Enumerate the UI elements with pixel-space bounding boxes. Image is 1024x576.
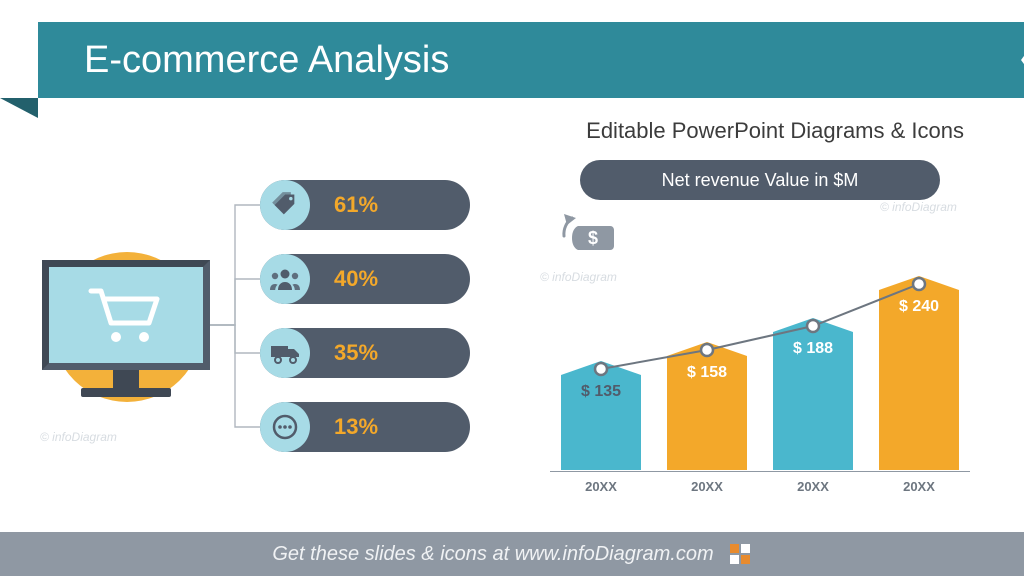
metric-value: 40% [334, 266, 378, 292]
monitor-screen [42, 260, 210, 370]
page-subtitle: Editable PowerPoint Diagrams & Icons [586, 118, 964, 144]
bar: $ 135 [561, 361, 641, 470]
chart-area: $ 135$ 158$ 188$ 240 20XX20XX20XX20XX [550, 260, 970, 470]
bar-wrap: $ 188 [772, 318, 854, 470]
metrics-panel: 61% 40% 35% [30, 180, 500, 490]
footer-bar: Get these slides & icons at www.infoDiag… [0, 532, 1024, 576]
footer-logo-icon [728, 542, 752, 566]
bar-value: $ 135 [581, 383, 621, 401]
x-ticks: 20XX 20XX 20XX 20XX [550, 479, 970, 494]
metric-value: 61% [334, 192, 378, 218]
monitor-stand [113, 370, 139, 388]
x-tick: 20XX [560, 479, 642, 494]
bar: $ 188 [773, 318, 853, 470]
monitor-graphic [30, 230, 220, 420]
users-icon [260, 254, 310, 304]
x-axis [550, 471, 970, 472]
tags-icon [260, 180, 310, 230]
revenue-chart: Net revenue Value in $M $ $ 135 $ 158 $ 18… [530, 160, 990, 500]
metric-value: 35% [334, 340, 378, 366]
bar-wrap: $ 158 [666, 342, 748, 470]
x-tick: 20XX [772, 479, 854, 494]
bar-value: $ 188 [793, 340, 833, 358]
dots-icon [260, 402, 310, 452]
monitor [42, 260, 210, 397]
money-refresh-icon: $ [560, 212, 622, 267]
bars: $ 135 $ 158 $ 188 $ 240 [550, 260, 970, 470]
metric-pills: 61% 40% 35% [260, 180, 470, 452]
footer-text: Get these slides & icons at www.infoDiag… [272, 543, 713, 566]
metric-pill: 40% [260, 254, 470, 304]
bar-value: $ 158 [687, 364, 727, 382]
metric-pill: 35% [260, 328, 470, 378]
title-ribbon: E-commerce Analysis [0, 22, 1024, 98]
cart-icon [86, 283, 166, 347]
metric-pill: 61% [260, 180, 470, 230]
bar: $ 158 [667, 342, 747, 470]
ribbon-fold [0, 98, 38, 118]
x-tick: 20XX [666, 479, 748, 494]
truck-icon [260, 328, 310, 378]
bar: $ 240 [879, 276, 959, 470]
monitor-base [81, 388, 171, 397]
x-tick: 20XX [878, 479, 960, 494]
svg-text:$: $ [588, 228, 598, 248]
metric-pill: 13% [260, 402, 470, 452]
chart-title: Net revenue Value in $M [580, 160, 940, 200]
bar-value: $ 240 [899, 298, 939, 316]
metric-value: 13% [334, 414, 378, 440]
bar-wrap: $ 135 [560, 361, 642, 470]
page-title: E-commerce Analysis [84, 39, 449, 82]
ribbon-body: E-commerce Analysis [38, 22, 1024, 98]
bar-wrap: $ 240 [878, 276, 960, 470]
